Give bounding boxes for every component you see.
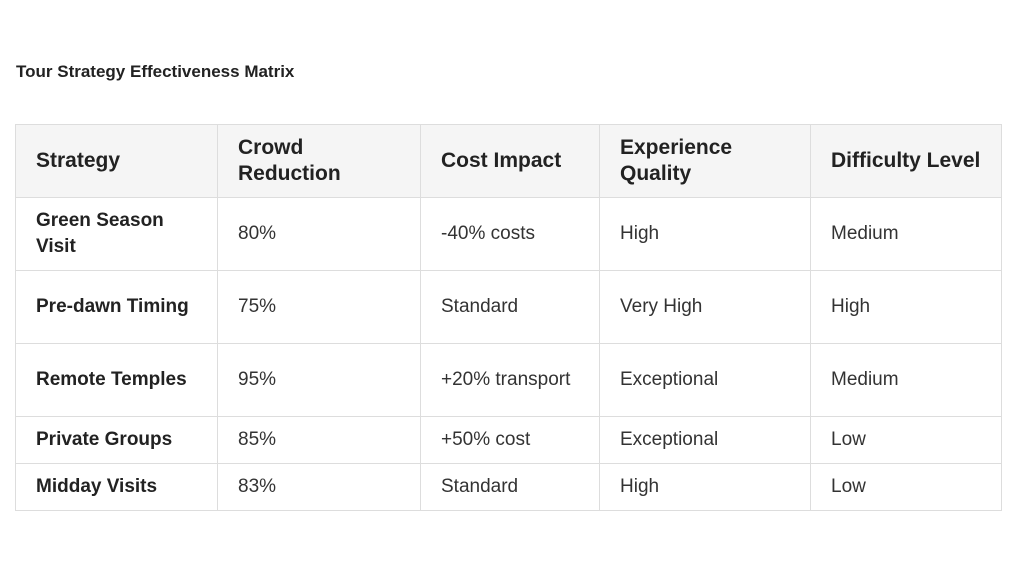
cell-difficulty-level: High xyxy=(810,270,1002,344)
table-row: Midday Visits 83% Standard High Low xyxy=(15,463,1002,511)
cell-strategy: Pre-dawn Timing xyxy=(15,270,218,344)
cell-cost-impact: Standard xyxy=(420,463,600,511)
header-experience-quality: Experience Quality xyxy=(599,124,811,198)
header-difficulty-level: Difficulty Level xyxy=(810,124,1002,198)
cell-crowd-reduction: 75% xyxy=(217,270,421,344)
cell-experience-quality: Exceptional xyxy=(599,416,811,464)
cell-difficulty-level: Low xyxy=(810,463,1002,511)
cell-crowd-reduction: 95% xyxy=(217,343,421,417)
header-crowd-reduction: Crowd Reduction xyxy=(217,124,421,198)
cell-crowd-reduction: 80% xyxy=(217,197,421,271)
cell-strategy: Private Groups xyxy=(15,416,218,464)
strategy-matrix-table: Strategy Crowd Reduction Cost Impact Exp… xyxy=(15,124,1002,511)
cell-experience-quality: High xyxy=(599,463,811,511)
cell-experience-quality: High xyxy=(599,197,811,271)
cell-cost-impact: -40% costs xyxy=(420,197,600,271)
header-cost-impact: Cost Impact xyxy=(420,124,600,198)
cell-crowd-reduction: 85% xyxy=(217,416,421,464)
cell-experience-quality: Very High xyxy=(599,270,811,344)
cell-cost-impact: Standard xyxy=(420,270,600,344)
table-row: Green Season Visit 80% -40% costs High M… xyxy=(15,197,1002,271)
cell-difficulty-level: Low xyxy=(810,416,1002,464)
table-header-row: Strategy Crowd Reduction Cost Impact Exp… xyxy=(15,124,1002,198)
cell-strategy: Midday Visits xyxy=(15,463,218,511)
cell-difficulty-level: Medium xyxy=(810,343,1002,417)
cell-crowd-reduction: 83% xyxy=(217,463,421,511)
cell-experience-quality: Exceptional xyxy=(599,343,811,417)
table-row: Private Groups 85% +50% cost Exceptional… xyxy=(15,416,1002,464)
cell-strategy: Remote Temples xyxy=(15,343,218,417)
cell-strategy: Green Season Visit xyxy=(15,197,218,271)
cell-cost-impact: +20% transport xyxy=(420,343,600,417)
cell-cost-impact: +50% cost xyxy=(420,416,600,464)
table-row: Pre-dawn Timing 75% Standard Very High H… xyxy=(15,270,1002,344)
table-title: Tour Strategy Effectiveness Matrix xyxy=(16,62,295,81)
table-row: Remote Temples 95% +20% transport Except… xyxy=(15,343,1002,417)
header-strategy: Strategy xyxy=(15,124,218,198)
cell-difficulty-level: Medium xyxy=(810,197,1002,271)
